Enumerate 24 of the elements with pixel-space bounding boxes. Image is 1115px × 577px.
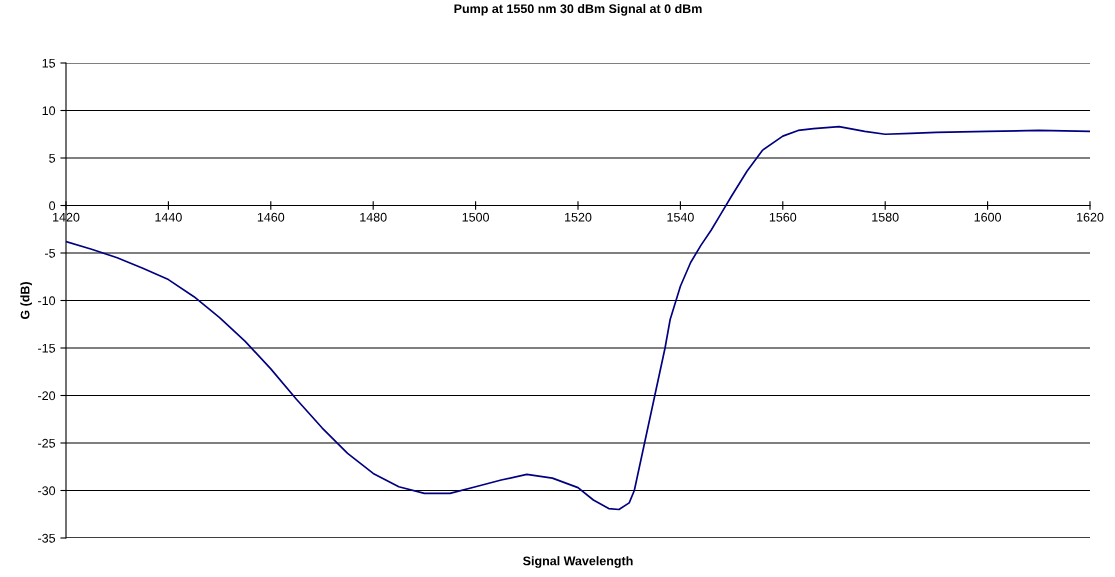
- x-tick-label: 1620: [1077, 212, 1104, 222]
- y-tick-label: -20: [38, 391, 56, 401]
- x-tick-label: 1440: [155, 212, 182, 222]
- x-tick-label: 1520: [565, 212, 592, 222]
- x-tick-label: 1600: [974, 212, 1002, 222]
- y-tick-label: -35: [38, 533, 56, 543]
- y-tick-label: -5: [45, 248, 56, 258]
- x-tick-label: 1460: [257, 212, 285, 222]
- y-tick-label: -15: [38, 343, 56, 353]
- x-axis-title: Signal Wavelength: [523, 556, 633, 568]
- x-tick-label: 1500: [462, 212, 490, 222]
- y-tick-label: 10: [42, 106, 56, 116]
- y-axis-title: G (dB): [20, 282, 32, 320]
- x-tick-label: 1580: [872, 212, 899, 222]
- chart-title: Pump at 1550 nm 30 dBm Signal at 0 dBm: [454, 3, 702, 16]
- x-tick-label: 1540: [667, 212, 694, 222]
- x-tick-label: 1560: [769, 212, 797, 222]
- y-tick-label: 15: [42, 58, 56, 68]
- y-tick-label: 5: [49, 153, 56, 163]
- y-tick-label: -25: [38, 438, 56, 448]
- y-tick-label: -30: [38, 486, 56, 496]
- x-tick-label: 1480: [360, 212, 387, 222]
- y-tick-label: -10: [38, 296, 56, 306]
- y-tick-label: 0: [49, 201, 56, 211]
